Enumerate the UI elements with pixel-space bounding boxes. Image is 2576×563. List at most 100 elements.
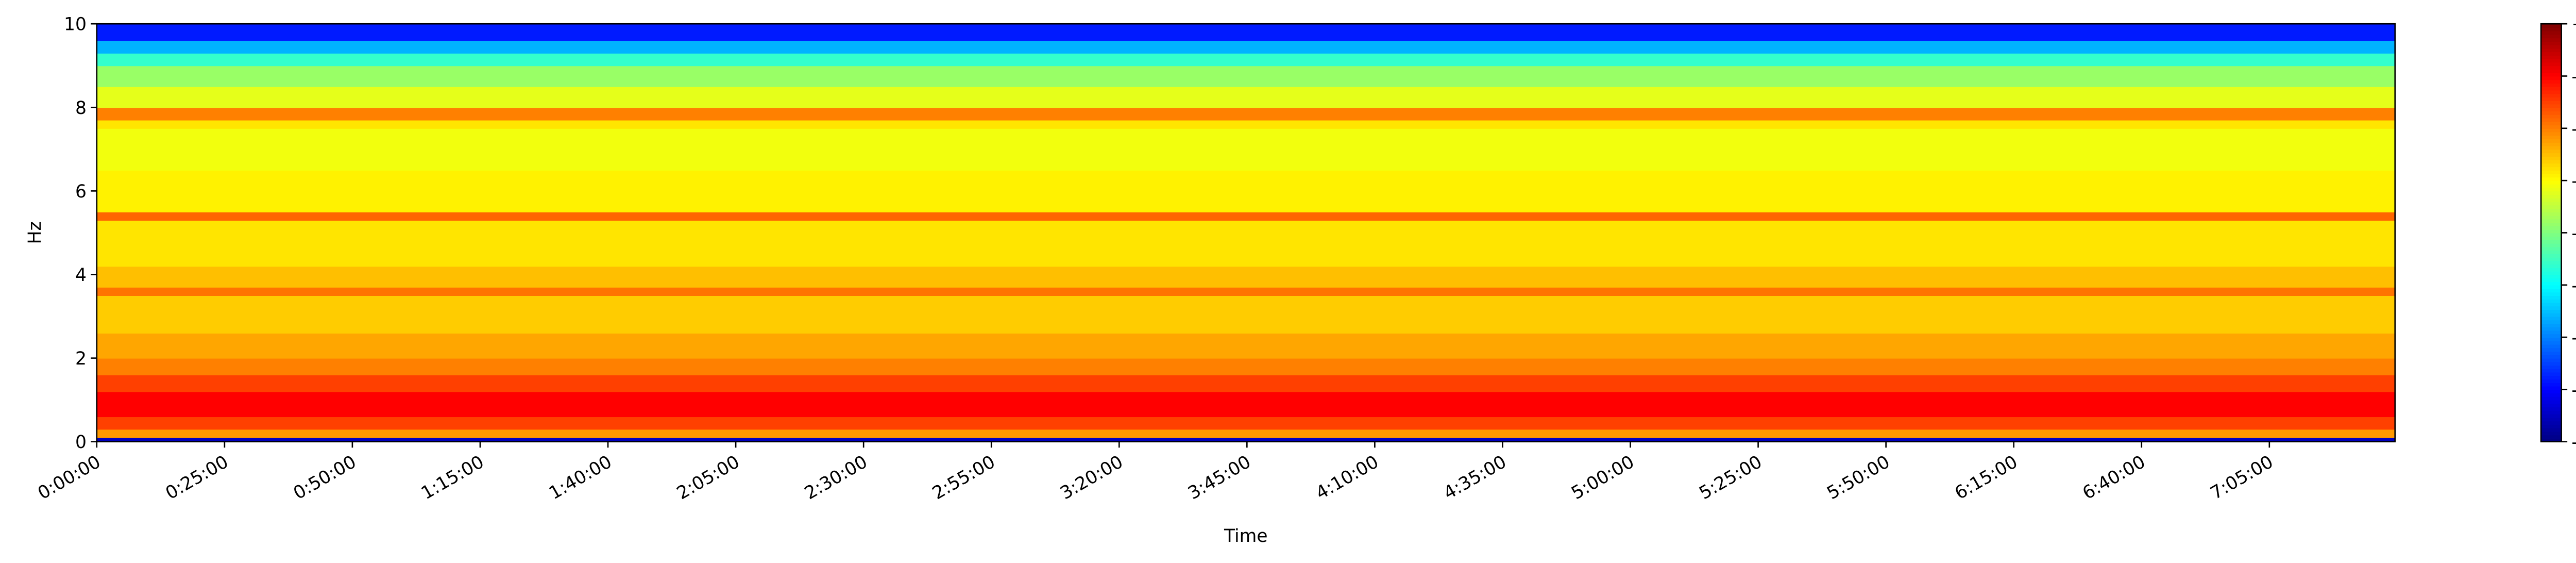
colorbar-swatch — [2541, 173, 2562, 178]
colorbar-swatch — [2541, 281, 2562, 286]
colorbar-swatch — [2541, 65, 2562, 70]
colorbar-swatch — [2541, 358, 2562, 362]
x-tick-label: 4:10:00 — [1312, 452, 1382, 504]
colorbar-swatch — [2541, 44, 2562, 49]
colorbar-swatch — [2541, 271, 2562, 275]
colorbar-swatch — [2541, 90, 2562, 94]
colorbar-swatch — [2541, 330, 2562, 335]
colorbar-swatch — [2541, 316, 2562, 321]
colorbar-swatch — [2541, 306, 2562, 310]
colorbar-swatch — [2541, 145, 2562, 150]
y-tick-label: 10 — [64, 14, 87, 35]
colorbar-tick-label: -10 dB — [2571, 67, 2576, 87]
colorbar-swatch — [2541, 135, 2562, 140]
colorbar-swatch — [2541, 386, 2562, 390]
colorbar-swatch — [2541, 128, 2562, 133]
colorbar-swatch — [2541, 201, 2562, 206]
colorbar-swatch — [2541, 337, 2562, 341]
colorbar-swatch — [2541, 410, 2562, 415]
colorbar-swatch — [2541, 312, 2562, 317]
spectrum-band — [96, 375, 2395, 392]
colorbar-swatch — [2541, 24, 2562, 28]
colorbar-swatch — [2541, 431, 2562, 436]
colorbar-swatch — [2541, 400, 2562, 404]
y-tick-label: 8 — [75, 98, 87, 119]
colorbar-swatch — [2541, 421, 2562, 425]
colorbar-swatch — [2541, 375, 2562, 380]
colorbar-swatch — [2541, 326, 2562, 331]
x-tick-label: 3:45:00 — [1184, 452, 1254, 504]
colorbar-swatch — [2541, 139, 2562, 143]
y-tick-label: 6 — [75, 181, 87, 202]
colorbar-swatch — [2541, 52, 2562, 56]
colorbar-swatch — [2541, 382, 2562, 387]
colorbar-swatch — [2541, 288, 2562, 293]
spectrum-band — [96, 65, 2395, 87]
colorbar-swatch — [2541, 274, 2562, 279]
y-tick-label: 2 — [75, 349, 87, 369]
spectrum-band — [96, 295, 2395, 334]
spectrum-band — [96, 40, 2395, 54]
colorbar-swatch — [2541, 292, 2562, 296]
colorbar-swatch — [2541, 323, 2562, 327]
colorbar-swatch — [2541, 438, 2562, 442]
colorbar-swatch — [2541, 97, 2562, 101]
spectrum-band — [96, 437, 2395, 442]
x-tick-label: 7:05:00 — [2207, 452, 2277, 504]
colorbar-swatch — [2541, 72, 2562, 77]
colorbar-tick-label: +0 dB — [2571, 14, 2576, 35]
colorbar-swatch — [2541, 215, 2562, 220]
spectrum-band — [96, 358, 2395, 375]
colorbar-tick-label: -80 dB — [2571, 432, 2576, 453]
colorbar-swatch — [2541, 153, 2562, 157]
colorbar-swatch — [2541, 170, 2562, 174]
colorbar-swatch — [2541, 334, 2562, 338]
x-tick-label: 3:20:00 — [1057, 452, 1126, 504]
colorbar-swatch — [2541, 403, 2562, 408]
colorbar-swatch — [2541, 233, 2562, 237]
colorbar-swatch — [2541, 34, 2562, 39]
colorbar-swatch — [2541, 253, 2562, 258]
colorbar-swatch — [2541, 107, 2562, 112]
colorbar-swatch — [2541, 225, 2562, 230]
colorbar-swatch — [2541, 205, 2562, 209]
colorbar-swatch — [2541, 260, 2562, 265]
colorbar-swatch — [2541, 222, 2562, 226]
colorbar-swatch — [2541, 295, 2562, 300]
x-tick-label: 6:15:00 — [1952, 452, 2021, 504]
colorbar-swatch — [2541, 55, 2562, 59]
colorbar-swatch — [2541, 38, 2562, 42]
spectrum-band — [96, 391, 2395, 418]
colorbar-swatch — [2541, 393, 2562, 397]
colorbar-tick-label: -60 dB — [2571, 328, 2576, 349]
colorbar-swatch — [2541, 264, 2562, 268]
colorbar-swatch — [2541, 368, 2562, 373]
colorbar-swatch — [2541, 76, 2562, 80]
spectrum-band — [96, 333, 2395, 359]
colorbar-swatch — [2541, 389, 2562, 394]
colorbar-swatch — [2541, 194, 2562, 198]
colorbar-swatch — [2541, 396, 2562, 401]
colorbar-swatch — [2541, 211, 2562, 216]
colorbar-swatch — [2541, 111, 2562, 115]
colorbar-swatch — [2541, 156, 2562, 160]
colorbar-swatch — [2541, 83, 2562, 87]
x-tick-label: 6:40:00 — [2079, 452, 2149, 504]
colorbar-swatch — [2541, 149, 2562, 154]
colorbar-swatch — [2541, 86, 2562, 91]
colorbar-swatch — [2541, 114, 2562, 119]
colorbar-swatch — [2541, 187, 2562, 192]
x-tick-label: 2:30:00 — [801, 452, 871, 504]
colorbar-swatch — [2541, 163, 2562, 168]
colorbar-swatch — [2541, 379, 2562, 383]
x-tick-label: 0:00:00 — [35, 452, 104, 504]
spectrum-band — [96, 287, 2395, 296]
colorbar-swatch — [2541, 58, 2562, 63]
colorbar-swatch — [2541, 407, 2562, 411]
colorbar-swatch — [2541, 246, 2562, 251]
colorbar-swatch — [2541, 104, 2562, 108]
colorbar-swatch — [2541, 299, 2562, 303]
colorbar-swatch — [2541, 340, 2562, 345]
x-tick-label: 0:50:00 — [290, 452, 360, 504]
